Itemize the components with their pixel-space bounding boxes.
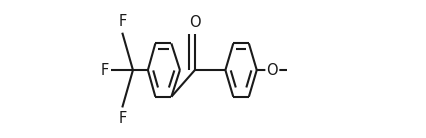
Text: F: F: [118, 14, 127, 29]
Text: O: O: [267, 63, 278, 78]
Text: F: F: [118, 111, 127, 126]
Text: F: F: [101, 63, 109, 78]
Text: O: O: [189, 15, 201, 30]
